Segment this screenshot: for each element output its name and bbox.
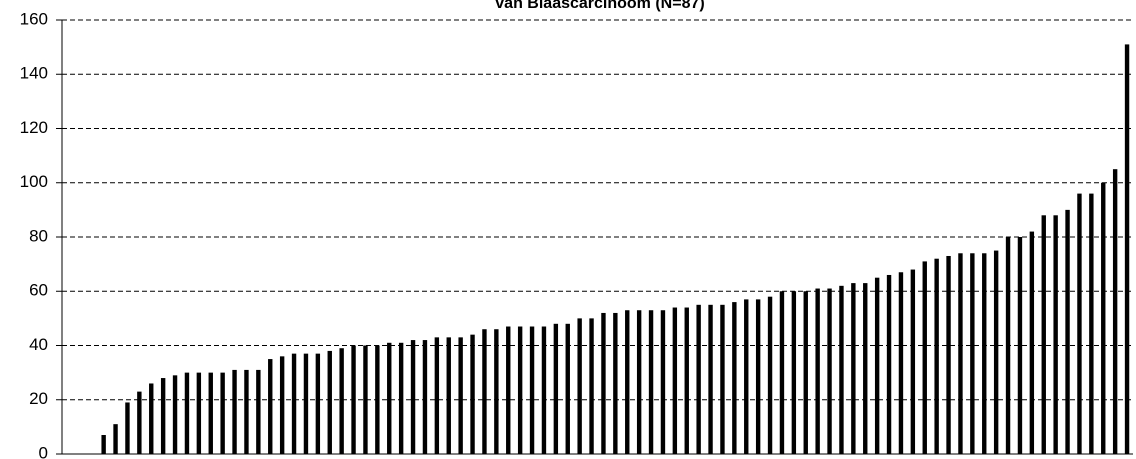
bar [279, 356, 285, 454]
bar [291, 353, 297, 454]
bar [970, 253, 975, 454]
bar [149, 383, 154, 454]
bar [160, 378, 166, 454]
bar [398, 342, 404, 454]
bar [886, 274, 892, 454]
bar [577, 318, 582, 454]
bar [648, 310, 654, 454]
bar [506, 326, 511, 454]
bar [565, 323, 570, 454]
bar [910, 269, 916, 454]
y-tick-label: 120 [20, 118, 48, 137]
bar [720, 304, 725, 454]
bar [684, 307, 689, 454]
bar [851, 283, 856, 454]
bar [196, 372, 202, 454]
bar [387, 342, 392, 454]
bar [1124, 44, 1130, 454]
y-tick-label: 160 [20, 9, 48, 28]
bar [744, 299, 749, 454]
bar [922, 261, 927, 454]
bar [732, 302, 737, 454]
bar [863, 283, 868, 454]
bar [589, 318, 594, 454]
bar [303, 353, 309, 454]
bar [601, 312, 606, 454]
y-tick-label: 100 [20, 172, 48, 191]
bar [541, 326, 547, 454]
bar [375, 345, 380, 454]
bar [410, 340, 416, 454]
bar [268, 359, 273, 454]
bar [1005, 237, 1011, 454]
bar [327, 350, 332, 454]
bar [470, 334, 475, 454]
bar [244, 369, 249, 454]
bar [172, 375, 178, 454]
bar [1077, 193, 1082, 454]
bar [220, 372, 225, 454]
bar [696, 304, 701, 454]
bar [339, 348, 344, 454]
bar [934, 258, 939, 454]
bar [1112, 169, 1118, 454]
bar [232, 369, 237, 454]
bar [113, 424, 118, 454]
bar [1053, 215, 1058, 454]
bar [101, 435, 106, 454]
bar [1089, 193, 1094, 454]
bar [779, 291, 785, 454]
bar [184, 372, 190, 454]
bar [839, 285, 844, 454]
y-tick-label: 20 [29, 389, 48, 408]
bar [982, 253, 987, 454]
bar [791, 291, 797, 454]
bar [125, 402, 130, 454]
bar [446, 337, 451, 454]
bar [958, 253, 963, 454]
bar [660, 310, 666, 454]
bar [803, 291, 808, 454]
chart-title: van Blaascarcinoom (N=87) [495, 0, 704, 12]
bar [553, 323, 559, 454]
bar [482, 329, 487, 454]
bar [494, 329, 499, 454]
bar [708, 304, 713, 454]
y-tick-label: 140 [20, 64, 48, 83]
bar [351, 345, 356, 454]
bar [529, 326, 535, 454]
bar [613, 312, 618, 454]
y-tick-label: 80 [29, 226, 48, 245]
bar [1065, 209, 1070, 454]
y-tick-label: 40 [29, 335, 48, 354]
bar [898, 272, 904, 454]
bar [767, 296, 773, 454]
bar [315, 353, 321, 454]
bar [1101, 182, 1106, 454]
bar [458, 337, 463, 454]
bar [1029, 231, 1035, 454]
bar [827, 288, 832, 454]
bar [422, 340, 428, 454]
bar [672, 307, 678, 454]
bar [755, 299, 761, 454]
bar [815, 288, 820, 454]
bar [208, 372, 213, 454]
bar [636, 310, 642, 454]
bar [993, 250, 999, 454]
bar [137, 391, 142, 454]
bar [625, 310, 630, 454]
y-tick-label: 60 [29, 281, 48, 300]
bar [946, 255, 951, 454]
bar [434, 337, 440, 454]
y-tick-label: 0 [39, 443, 48, 459]
bar [256, 369, 261, 454]
bar [517, 326, 523, 454]
bar [363, 345, 368, 454]
bar [1017, 237, 1023, 454]
bar [874, 277, 880, 454]
bar [1041, 215, 1046, 454]
